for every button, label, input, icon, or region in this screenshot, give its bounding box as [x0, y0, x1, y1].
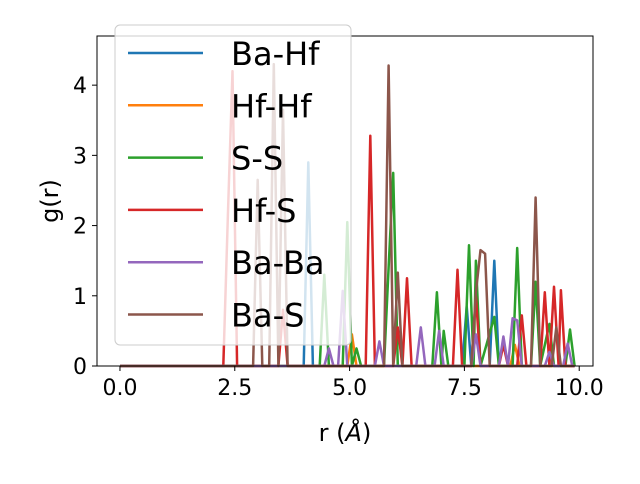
legend-label: Hf-Hf [231, 87, 312, 125]
x-axis: 0.0 2.5 5.0 7.5 10.0 [102, 366, 604, 401]
x-tick-label: 2.5 [217, 376, 252, 401]
legend-label: Ba-Hf [231, 35, 320, 73]
x-axis-label-main: r ( [319, 419, 346, 447]
y-tick-label: 1 [73, 285, 87, 310]
legend-label: Ba-S [231, 297, 304, 335]
legend-label: Hf-S [231, 192, 296, 230]
legend-label: Ba-Ba [231, 244, 325, 282]
y-tick-label: 3 [73, 144, 87, 169]
y-tick-label: 4 [73, 74, 87, 99]
x-tick-label: 10.0 [555, 376, 604, 401]
x-tick-label: 7.5 [447, 376, 482, 401]
y-axis-label: g(r) [36, 179, 64, 223]
x-axis-label-unit: Å [344, 418, 362, 447]
legend-label: S-S [231, 140, 283, 178]
y-tick-label: 0 [73, 355, 87, 380]
y-tick-label: 2 [73, 215, 87, 240]
legend: Ba-Hf Hf-Hf S-S Hf-S Ba-Ba Ba-S [114, 24, 352, 346]
y-axis: 0 1 2 3 4 [73, 74, 97, 380]
x-axis-label-close: ) [362, 419, 371, 447]
x-tick-label: 5.0 [332, 376, 367, 401]
x-tick-label: 0.0 [102, 376, 137, 401]
x-axis-label: r (Å) [319, 418, 372, 447]
